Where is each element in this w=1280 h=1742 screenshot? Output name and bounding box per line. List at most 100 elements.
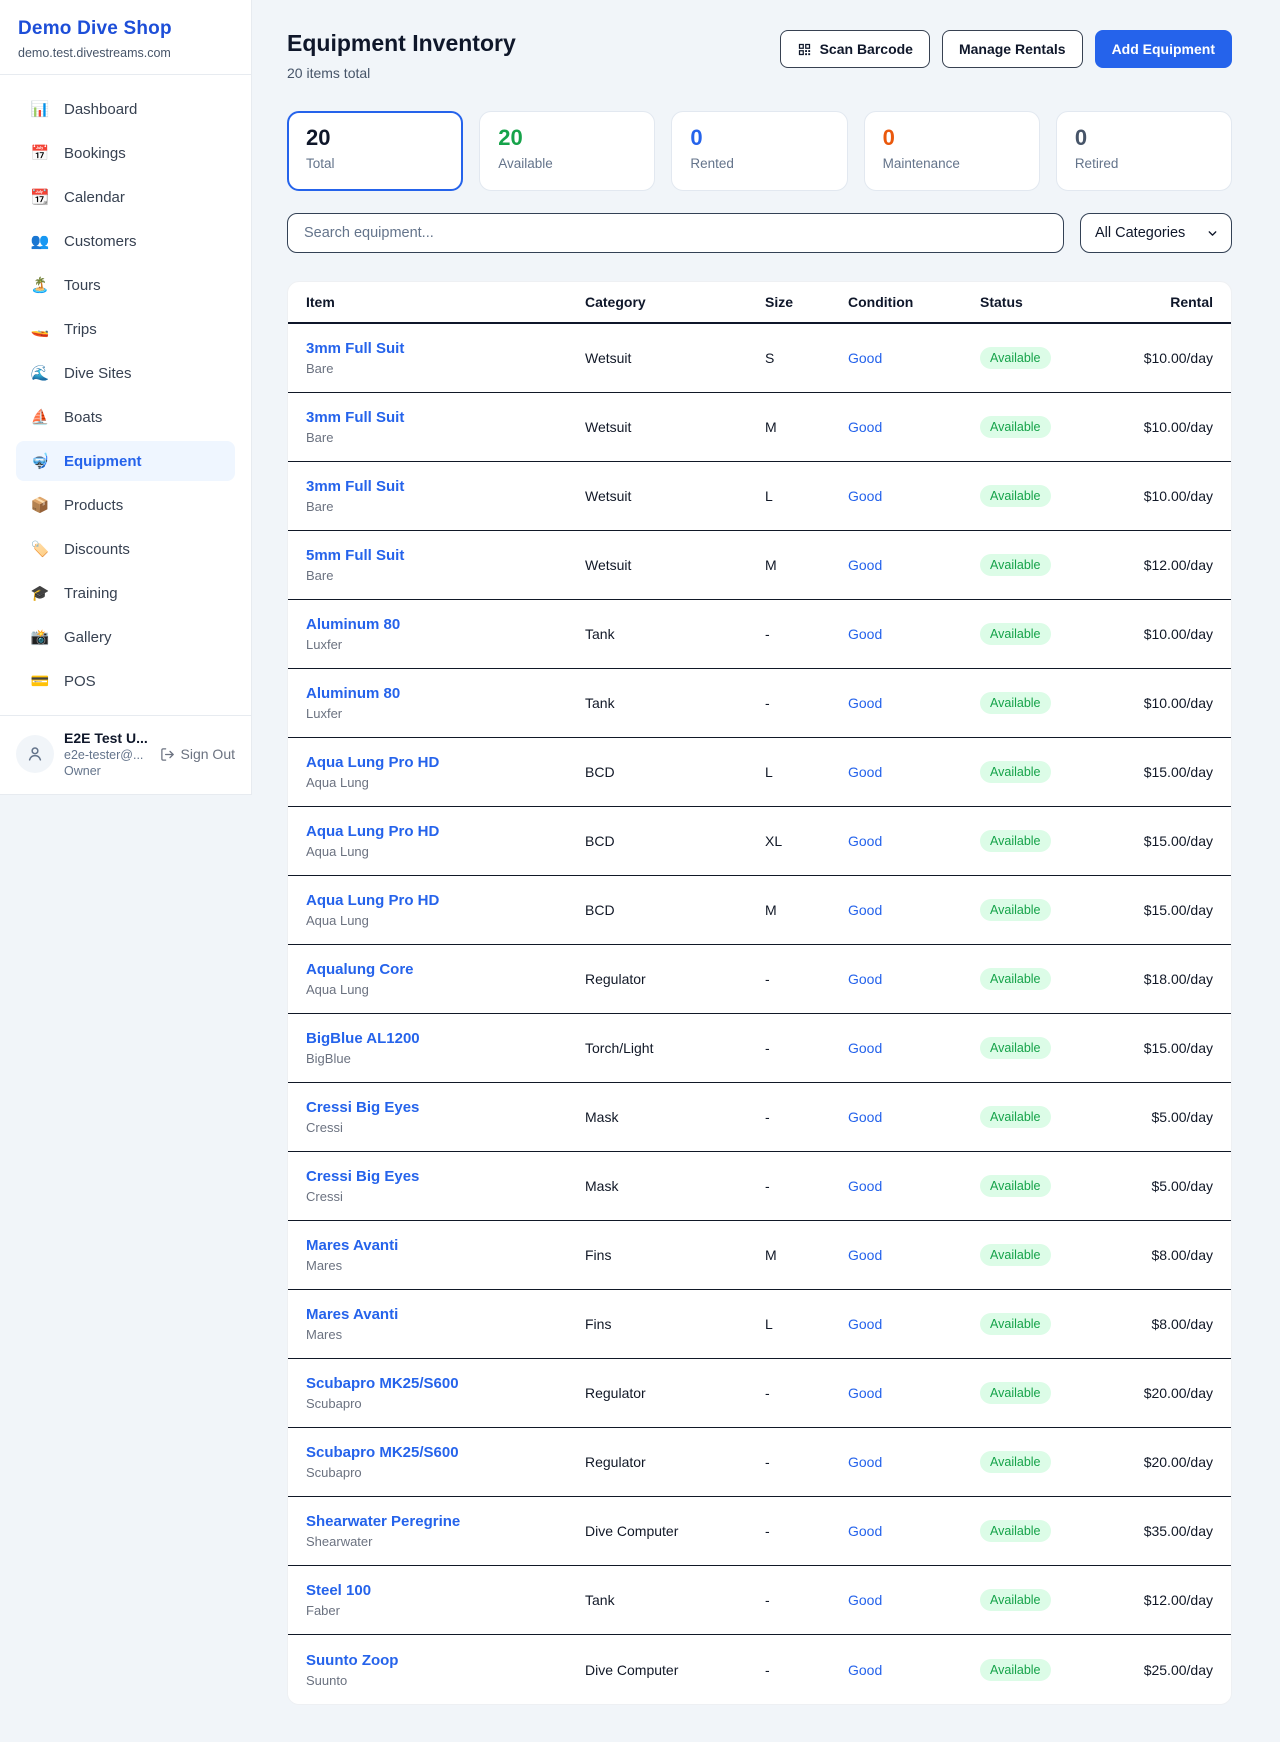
avatar: [16, 735, 54, 773]
item-name-link[interactable]: Aluminum 80: [306, 685, 401, 702]
item-name-link[interactable]: Cressi Big Eyes: [306, 1099, 420, 1116]
stats-row: 20 Total 20 Available 0 Rented 0 Mainten…: [287, 111, 1233, 191]
item-name-link[interactable]: Mares Avanti: [306, 1237, 399, 1254]
item-condition-link[interactable]: Good: [848, 1592, 883, 1608]
item-name-link[interactable]: Cressi Big Eyes: [306, 1168, 420, 1185]
sidebar-item-calendar[interactable]: 📆 Calendar: [30, 188, 125, 207]
status-badge: Available: [980, 416, 1051, 438]
manage-rentals-button[interactable]: Manage Rentals: [941, 30, 1083, 68]
table-row: 5mm Full Suit Bare Wetsuit M Good Availa…: [288, 531, 1231, 600]
column-header-size: Size: [765, 294, 794, 310]
item-name-link[interactable]: 3mm Full Suit: [306, 340, 405, 357]
item-name-link[interactable]: Suunto Zoop: [306, 1651, 399, 1669]
sidebar-item-dashboard[interactable]: 📊 Dashboard: [30, 100, 138, 119]
item-category: Mask: [585, 1109, 619, 1125]
item-condition-link[interactable]: Good: [848, 971, 883, 987]
item-condition-link[interactable]: Good: [848, 557, 883, 573]
item-condition-link[interactable]: Good: [848, 350, 883, 366]
item-category: Wetsuit: [585, 350, 632, 366]
item-condition-link[interactable]: Good: [848, 419, 883, 435]
item-condition-link[interactable]: Good: [848, 1385, 883, 1401]
table-row: 3mm Full Suit Bare Wetsuit S Good Availa…: [288, 324, 1231, 393]
status-badge: Available: [980, 1106, 1051, 1128]
item-name-link[interactable]: 5mm Full Suit: [306, 547, 405, 564]
item-rental-rate: $10.00/day: [1143, 626, 1213, 642]
stat-card-available[interactable]: 20 Available: [479, 111, 656, 191]
item-condition-link[interactable]: Good: [848, 1178, 883, 1194]
brand: Demo Dive Shop demo.test.divestreams.com: [0, 14, 251, 74]
sign-out-button[interactable]: Sign Out: [160, 746, 235, 762]
item-condition-link[interactable]: Good: [848, 1316, 883, 1332]
item-condition-link[interactable]: Good: [848, 1040, 883, 1056]
item-condition-link[interactable]: Good: [848, 833, 883, 849]
item-condition-link[interactable]: Good: [848, 626, 883, 642]
stat-card-retired[interactable]: 0 Retired: [1055, 111, 1233, 191]
stat-value: 20: [306, 125, 331, 150]
brand-name[interactable]: Demo Dive Shop: [18, 18, 172, 39]
item-condition-link[interactable]: Good: [848, 488, 883, 504]
sidebar-item-gallery[interactable]: 📸 Gallery: [30, 628, 112, 647]
sidebar-item-pos[interactable]: 💳 POS: [30, 672, 96, 691]
sidebar-item-boats[interactable]: ⛵ Boats: [30, 408, 103, 427]
sidebar-item-label: Discounts: [64, 540, 130, 558]
stat-card-rented[interactable]: 0 Rented: [671, 111, 848, 191]
stat-card-maintenance[interactable]: 0 Maintenance: [863, 111, 1040, 191]
item-condition-link[interactable]: Good: [848, 902, 883, 918]
stat-value: 0: [1074, 125, 1088, 150]
item-name-link[interactable]: 3mm Full Suit: [306, 409, 405, 426]
sidebar-item-label: Training: [64, 584, 118, 602]
page-header: Equipment Inventory 20 items total Scan …: [287, 30, 1232, 81]
status-badge: Available: [980, 1451, 1051, 1473]
item-name-link[interactable]: 3mm Full Suit: [306, 478, 405, 495]
status-badge: Available: [980, 1382, 1051, 1404]
item-rental-rate: $10.00/day: [1143, 695, 1213, 711]
item-rental-rate: $8.00/day: [1151, 1247, 1214, 1263]
item-condition-link[interactable]: Good: [848, 1523, 883, 1539]
item-brand: Luxfer: [306, 637, 343, 652]
add-equipment-button[interactable]: Add Equipment: [1094, 30, 1232, 68]
item-condition-link[interactable]: Good: [848, 764, 883, 780]
sidebar-item-bookings[interactable]: 📅 Bookings: [30, 144, 126, 163]
item-name-link[interactable]: Aqua Lung Pro HD: [306, 823, 440, 840]
sidebar-item-training[interactable]: 🎓 Training: [30, 584, 118, 603]
item-name-link[interactable]: Aqualung Core: [306, 961, 414, 978]
stat-card-total[interactable]: 20 Total: [287, 111, 464, 191]
item-name-link[interactable]: Aluminum 80: [306, 616, 401, 633]
item-size: S: [765, 350, 775, 366]
item-name-link[interactable]: Aqua Lung Pro HD: [306, 892, 440, 909]
sidebar-item-customers[interactable]: 👥 Customers: [30, 232, 137, 251]
item-rental-rate: $12.00/day: [1143, 557, 1213, 573]
item-condition-link[interactable]: Good: [848, 1109, 883, 1125]
item-name-link[interactable]: BigBlue AL1200: [306, 1030, 420, 1047]
item-size: -: [765, 971, 770, 987]
sidebar-item-trips[interactable]: 🚤 Trips: [30, 320, 97, 339]
item-condition-link[interactable]: Good: [848, 1454, 883, 1470]
item-condition-link[interactable]: Good: [848, 1247, 883, 1263]
table-body: 3mm Full Suit Bare Wetsuit S Good Availa…: [288, 324, 1231, 1704]
search-input[interactable]: [287, 213, 1064, 253]
table-row: Shearwater Peregrine Shearwater Dive Com…: [288, 1497, 1231, 1566]
table-row: BigBlue AL1200 BigBlue Torch/Light - Goo…: [288, 1014, 1231, 1083]
item-condition-link[interactable]: Good: [848, 695, 883, 711]
item-name-link[interactable]: Steel 100: [306, 1582, 372, 1599]
sidebar-item-discounts[interactable]: 🏷️ Discounts: [30, 540, 130, 559]
item-name-link[interactable]: Scubapro MK25/S600: [306, 1444, 459, 1461]
item-condition-link[interactable]: Good: [848, 1661, 883, 1678]
item-name-link[interactable]: Mares Avanti: [306, 1306, 399, 1323]
item-name-link[interactable]: Scubapro MK25/S600: [306, 1375, 459, 1392]
table-header-row: Item Category Size Condition Status Rental: [288, 282, 1231, 324]
category-select[interactable]: All Categories: [1080, 213, 1232, 253]
item-size: -: [765, 1178, 770, 1194]
item-name-link[interactable]: Aqua Lung Pro HD: [306, 754, 440, 771]
item-size: -: [765, 1661, 770, 1678]
item-name-link[interactable]: Shearwater Peregrine: [306, 1513, 461, 1530]
sidebar-item-dive-sites[interactable]: 🌊 Dive Sites: [30, 364, 132, 383]
scan-barcode-button[interactable]: Scan Barcode: [779, 30, 930, 68]
sidebar-item-products[interactable]: 📦 Products: [30, 496, 124, 515]
item-brand: Bare: [306, 568, 334, 583]
sidebar-item-equipment[interactable]: 🤿 Equipment: [16, 441, 235, 481]
item-brand: Mares: [306, 1327, 343, 1342]
table-row: Mares Avanti Mares Fins L Good Available…: [288, 1290, 1231, 1359]
sidebar: Demo Dive Shop demo.test.divestreams.com…: [0, 0, 252, 795]
sidebar-item-tours[interactable]: 🏝️ Tours: [30, 276, 101, 295]
